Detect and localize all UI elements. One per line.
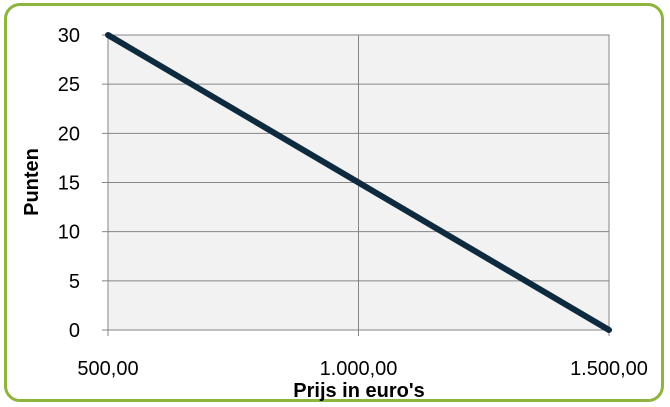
y-tick-label: 20 bbox=[58, 123, 80, 145]
series-line bbox=[105, 32, 612, 333]
y-tick-label: 30 bbox=[58, 25, 80, 47]
y-tick-label: 15 bbox=[58, 173, 80, 195]
x-axis-ticks: 500,00 1.000,00 1.500,00 bbox=[77, 358, 648, 380]
y-tick-label: 0 bbox=[69, 320, 80, 342]
x-tick-label: 1.000,00 bbox=[320, 358, 398, 380]
y-tick-label: 5 bbox=[69, 271, 80, 293]
x-axis-title: Prijs in euro's bbox=[293, 380, 424, 402]
y-axis-ticks: 0 5 10 15 20 25 30 bbox=[58, 25, 80, 342]
y-tick-label: 10 bbox=[58, 222, 80, 244]
x-tick-label: 500,00 bbox=[77, 358, 138, 380]
y-axis-title: Punten bbox=[21, 148, 43, 216]
gridlines bbox=[102, 34, 610, 336]
x-tick-label: 1.500,00 bbox=[570, 358, 648, 380]
series-group bbox=[105, 32, 612, 333]
y-tick-label: 25 bbox=[58, 74, 80, 96]
